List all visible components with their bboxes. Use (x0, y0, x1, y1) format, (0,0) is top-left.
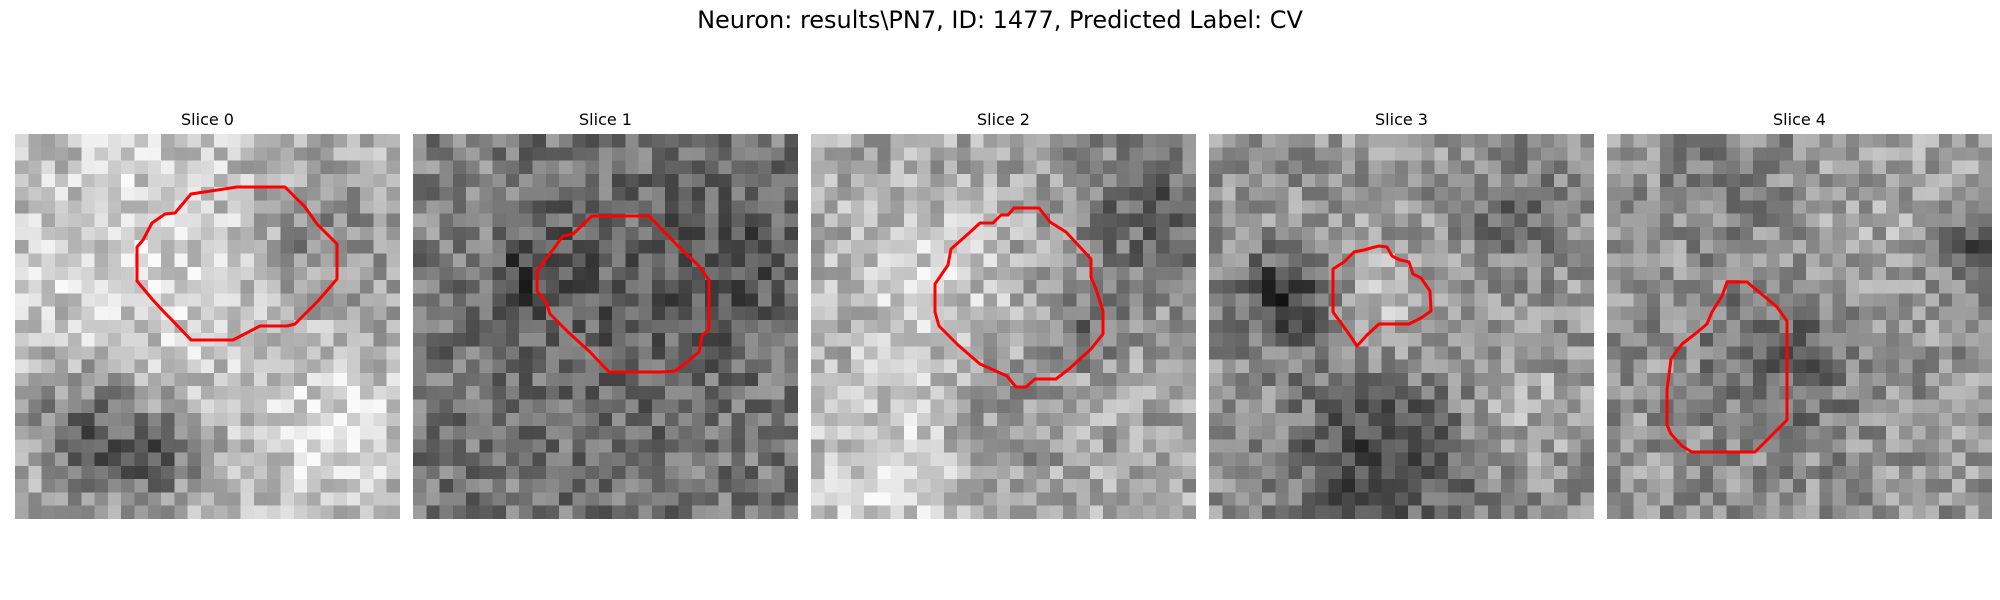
contour-overlay (1331, 244, 1433, 348)
grayscale-image (413, 134, 798, 519)
grayscale-image (1209, 134, 1594, 519)
slice-image (1209, 134, 1594, 519)
slice-image (1607, 134, 1992, 519)
slice-image (811, 134, 1196, 519)
figure-title: Neuron: results\PN7, ID: 1477, Predicted… (697, 6, 1303, 34)
slice-panel-3: Slice 3 (1209, 110, 1594, 520)
grayscale-image (1607, 134, 1992, 519)
slice-title: Slice 1 (579, 110, 632, 129)
roi-contour (135, 185, 339, 342)
slice-panel-4: Slice 4 (1607, 110, 1992, 520)
slice-title: Slice 3 (1375, 110, 1428, 129)
roi-contour (1665, 280, 1789, 454)
grayscale-image (15, 134, 400, 519)
slice-title: Slice 4 (1773, 110, 1826, 129)
contour-overlay (933, 206, 1105, 389)
slice-panel-1: Slice 1 (413, 110, 798, 520)
slice-image (413, 134, 798, 519)
slice-title: Slice 2 (977, 110, 1030, 129)
contour-overlay (535, 214, 711, 374)
contour-overlay (135, 185, 339, 342)
contour-overlay (1665, 280, 1789, 454)
roi-contour (535, 214, 711, 374)
slice-panel-0: Slice 0 (15, 110, 400, 520)
grayscale-image (811, 134, 1196, 519)
slice-panel-2: Slice 2 (811, 110, 1196, 520)
slice-title: Slice 0 (181, 110, 234, 129)
slice-image (15, 134, 400, 519)
roi-contour (1331, 244, 1433, 348)
roi-contour (933, 206, 1105, 389)
